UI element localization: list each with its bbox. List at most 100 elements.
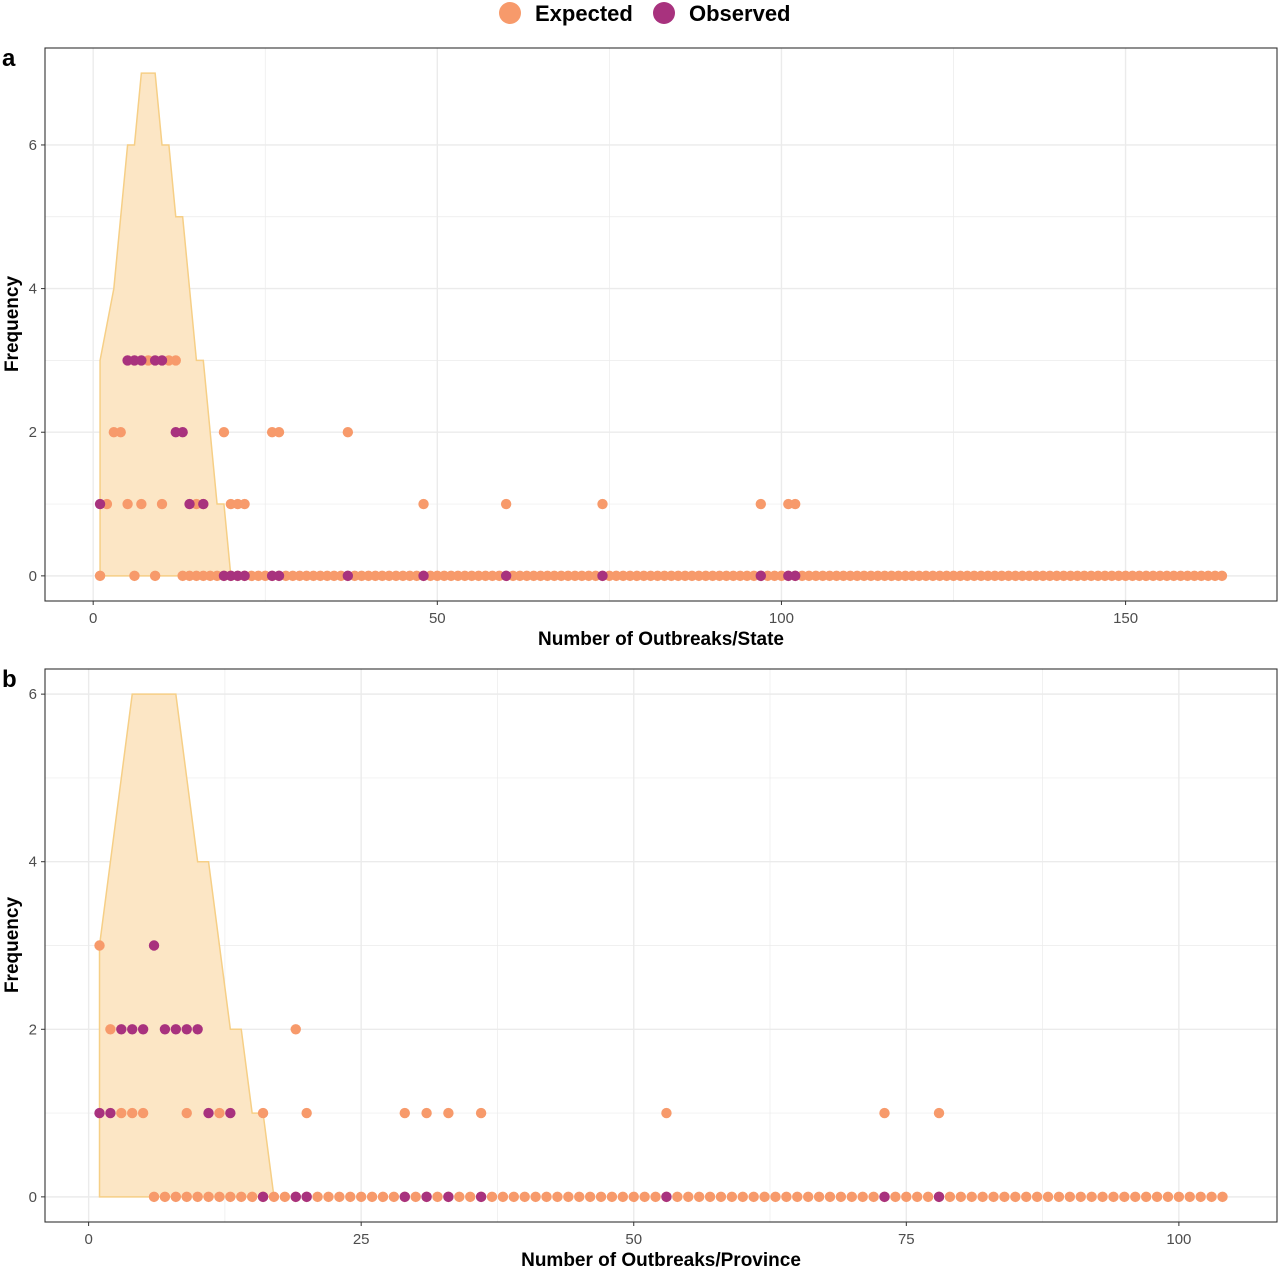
panel-b-expected-point xyxy=(868,1191,879,1203)
panel-b-expected-point xyxy=(170,1191,182,1203)
panel-a-x-tick-label: 50 xyxy=(429,610,446,627)
panel-b-observed-point xyxy=(879,1191,890,1203)
panel-b-expected-point xyxy=(486,1191,498,1203)
panel-b-expected-point xyxy=(846,1191,857,1203)
panel-a-expected-point xyxy=(218,427,230,438)
panel-b-expected-point xyxy=(1064,1191,1076,1203)
panel-a-expected-point xyxy=(273,427,285,438)
panel-b-observed-point xyxy=(933,1191,945,1203)
panel-a: a 0 50 100 150 0 2 4 6 Number of Outbreaks/Stat… xyxy=(2,45,1278,650)
panel-b-expected-point xyxy=(410,1191,421,1203)
panel-b-expected-point xyxy=(639,1191,650,1203)
panel-b-expected-point xyxy=(290,1024,301,1035)
panel-a-expected-point xyxy=(790,498,801,510)
panel-a-x-tick-label: 0 xyxy=(89,610,97,627)
panel-a-observed-point xyxy=(597,570,608,582)
panel-b-expected-point xyxy=(246,1191,258,1203)
panel-b-expected-point xyxy=(792,1191,803,1203)
panel-a-observed-point xyxy=(184,498,195,510)
panel-b-expected-point xyxy=(650,1191,661,1203)
panel-b-x-tick-label: 25 xyxy=(353,1231,370,1248)
panel-a-y-tick-label: 2 xyxy=(29,424,37,441)
panel-b-expected-point xyxy=(399,1107,410,1119)
panel-b-observed-point xyxy=(105,1107,116,1119)
panel-a-expected-point xyxy=(156,498,168,510)
panel-b-expected-point xyxy=(1119,1191,1130,1203)
panel-b-x-tick-label: 50 xyxy=(625,1231,642,1248)
panel-b-expected-point xyxy=(497,1191,509,1203)
panel-b-expected-point xyxy=(127,1107,138,1119)
panel-b-expected-point xyxy=(465,1191,476,1203)
panel-b-observed-point xyxy=(137,1024,149,1035)
panel-a-expected-point xyxy=(755,498,766,510)
panel-a-x-tick-label: 100 xyxy=(769,610,794,627)
panel-b-observed-point xyxy=(127,1024,138,1035)
panel-b-expected-point xyxy=(748,1191,759,1203)
panel-a-y-tick-label: 6 xyxy=(29,137,37,154)
panel-b-expected-point xyxy=(835,1191,847,1203)
panel-b-observed-point xyxy=(421,1191,432,1203)
panel-b-expected-point xyxy=(726,1191,738,1203)
panel-a-expected-point xyxy=(136,498,147,510)
panel-b-expected-point xyxy=(1195,1191,1206,1203)
panel-b-observed-point xyxy=(661,1191,672,1203)
panel-a-y-axis-label: Frequency xyxy=(2,276,23,373)
panel-b-expected-point xyxy=(1075,1191,1086,1203)
panel-b-expected-point xyxy=(279,1191,291,1203)
panel-b-observed-point xyxy=(443,1191,454,1203)
panel-b-expected-point xyxy=(857,1191,868,1203)
panel-a-observed-point xyxy=(755,570,766,582)
panel-b-expected-point xyxy=(922,1191,934,1203)
panel-b-expected-point xyxy=(355,1191,367,1203)
panel-b-expected-point xyxy=(715,1191,727,1203)
panel-b-expected-point xyxy=(912,1191,923,1203)
panel-b-expected-point xyxy=(1097,1191,1108,1203)
panel-b-expected-point xyxy=(977,1191,988,1203)
panel-a-x-tick-label: 150 xyxy=(1113,610,1138,627)
panel-b-expected-point xyxy=(345,1191,356,1203)
panel-b-expected-point xyxy=(388,1191,400,1203)
panel-b-expected-point xyxy=(802,1191,814,1203)
panel-b-expected-point xyxy=(214,1191,225,1203)
panel-b-expected-point xyxy=(955,1191,967,1203)
panel-b-expected-point xyxy=(1042,1191,1054,1203)
panel-b-expected-point xyxy=(366,1191,378,1203)
panel-a-expected-point xyxy=(1216,570,1228,582)
panel-b-expected-point xyxy=(966,1191,977,1203)
panel-a-expected-point xyxy=(122,498,133,510)
panel-b-expected-point xyxy=(377,1191,389,1203)
panel-b-expected-point xyxy=(116,1107,127,1119)
panel-b-expected-point xyxy=(334,1191,345,1203)
panel-a-observed-point xyxy=(418,570,429,582)
panel-b-expected-point xyxy=(584,1191,596,1203)
panel-b-expected-range-band xyxy=(98,693,275,1198)
panel-a-expected-point xyxy=(597,498,608,510)
panel-b-label: b xyxy=(2,666,17,693)
panel-b-expected-point xyxy=(148,1191,160,1203)
panel-b-expected-point xyxy=(617,1191,629,1203)
panel-b-expected-point xyxy=(1031,1191,1043,1203)
panel-b-expected-point xyxy=(257,1107,269,1119)
panel-b-observed-point xyxy=(159,1024,171,1035)
panel-a-observed-point xyxy=(500,570,512,582)
legend-expected-label: Expected xyxy=(535,1,633,26)
panel-a-observed-point xyxy=(198,498,209,510)
panel-b-expected-point xyxy=(1162,1191,1174,1203)
panel-b-expected-point xyxy=(901,1191,912,1203)
panel-b-observed-point xyxy=(257,1191,269,1203)
panel-b-expected-point xyxy=(312,1191,323,1203)
panel-b-observed-point xyxy=(290,1191,301,1203)
panel-b-expected-point xyxy=(1010,1191,1021,1203)
panel-b-observed-point xyxy=(170,1024,182,1035)
panel-b-expected-point xyxy=(944,1191,956,1203)
panel-b-x-axis-label: Number of Outbreaks/Province xyxy=(521,1250,801,1269)
panel-b-expected-point xyxy=(824,1191,836,1203)
panel-b-observed-point xyxy=(181,1024,192,1035)
panel-b-expected-point xyxy=(519,1191,530,1203)
panel-b-expected-point xyxy=(432,1191,443,1203)
panel-b-expected-point xyxy=(595,1191,607,1203)
panel-b-expected-point xyxy=(988,1191,999,1203)
panel-b-expected-point xyxy=(933,1107,945,1119)
panel-b-expected-point xyxy=(1217,1191,1228,1203)
